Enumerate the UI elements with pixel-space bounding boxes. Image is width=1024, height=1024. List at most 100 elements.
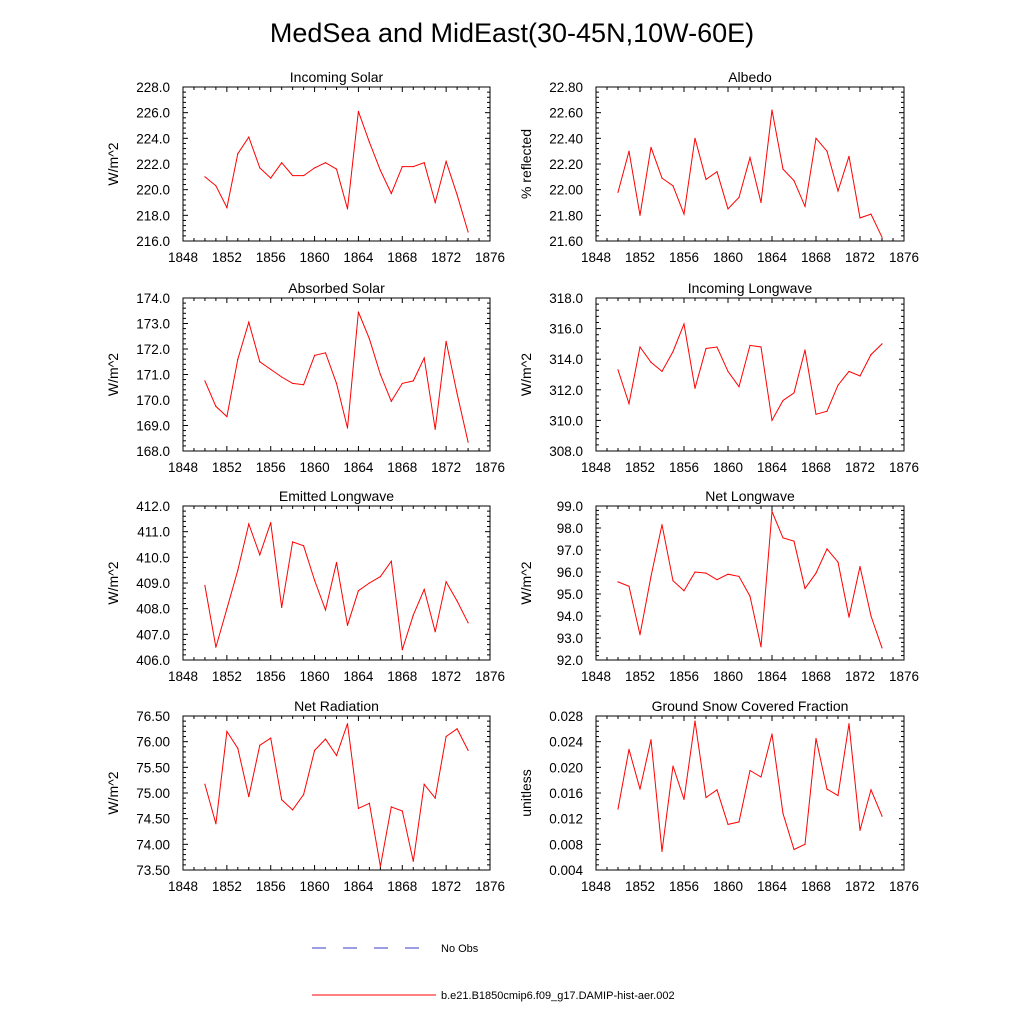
y-tick-label: 407.0 [136,627,170,642]
y-axis-label: W/m^2 [518,353,534,396]
x-tick-label: 1848 [168,250,198,265]
legend: No Obs b.e21.B1850cmip6.f09_g17.DAMIP-his… [312,943,675,1002]
data-point [368,582,370,584]
data-point [661,850,663,852]
data-point [335,382,338,385]
data-point [870,789,872,791]
data-point [639,788,641,790]
y-tick-label: 173.0 [136,317,170,332]
data-point [324,352,327,354]
data-point [782,537,784,539]
data-point [259,167,261,169]
x-tick-label: 1876 [889,250,919,265]
y-axis-label: unitless [518,769,534,816]
y-tick-label: 0.004 [549,863,583,878]
y-tick-label: 22.00 [549,183,583,198]
data-point [639,634,641,636]
plot-frame [595,297,905,452]
data-point [467,749,469,751]
data-point [694,571,696,573]
data-point [215,646,217,648]
y-tick-label: 318.0 [549,291,583,306]
chart-panel: Emitted Longwave 1848 1852 1856 1860 1864 1868… [105,488,505,684]
chart-panel: Incoming Longwave 1848 1852 1856 1860 1864 186… [518,280,919,475]
data-point [423,588,425,591]
data-point [303,174,305,177]
data-point [815,137,817,139]
data-point [837,190,839,192]
data-point [749,344,751,347]
y-tick-label: 75.00 [136,786,170,801]
data-point [281,799,283,801]
data-point [683,798,685,801]
x-tick-label: 1868 [801,669,831,684]
y-tick-label: 92.0 [557,653,583,668]
data-point [771,733,773,735]
plot-frame [595,715,905,871]
data-point [281,606,283,608]
plot-frame [182,715,491,871]
x-tick-label: 1876 [889,879,919,894]
panel-title: Incoming Longwave [688,280,813,296]
x-tick-label: 1876 [475,460,505,475]
panel-title: Absorbed Solar [288,280,385,296]
x-tick-label: 1852 [625,460,655,475]
data-point [870,213,872,215]
data-point [248,523,250,525]
data-point [683,213,685,215]
data-point [456,194,458,196]
y-axis-label: W/m^2 [518,561,534,604]
data-point [716,579,718,581]
data-point [467,441,469,443]
data-point [705,572,707,574]
data-point [445,340,447,342]
x-tick-label: 1868 [801,250,831,265]
data-point [859,565,861,568]
data-point [313,167,316,169]
data-point [292,809,294,811]
data-point [379,575,381,578]
data-point [248,795,250,798]
chart-panel: Absorbed Solar 1848 1852 1856 1860 1864 1868 18… [105,280,505,475]
data-point [379,373,381,376]
data-point [215,823,217,825]
data-point [292,382,294,385]
x-tick-label: 1872 [845,669,875,684]
data-point [628,402,630,405]
x-tick-label: 1864 [343,879,374,894]
x-tick-label: 1864 [343,250,374,265]
data-point [346,427,349,429]
series-line [617,322,883,422]
data-point [204,176,206,178]
y-tick-label: 21.60 [549,234,583,249]
data-point [837,561,839,563]
series-line [617,110,883,238]
y-tick-label: 99.0 [557,499,583,514]
chart-panel: Net Radiation 1848 1852 1856 1860 1864 1868 187… [105,698,505,894]
data-point [826,150,828,152]
data-point [226,415,228,418]
data-point [727,370,729,373]
data-point [445,735,447,738]
data-point [749,595,751,597]
data-point [401,649,403,651]
data-point [434,201,436,204]
chart-panel: Incoming Solar 1848 1852 1856 1860 1864 1868 18… [105,69,505,265]
data-point [793,540,795,542]
y-tick-label: 22.20 [549,157,583,172]
data-point [456,728,458,730]
data-point [738,386,740,388]
data-point [379,865,381,868]
data-point [248,321,250,323]
data-point [292,174,294,177]
y-tick-label: 0.016 [549,786,583,801]
data-point [815,413,817,415]
series-line [204,723,469,867]
data-point [826,410,828,412]
y-tick-label: 97.0 [557,543,583,558]
x-tick-label: 1864 [757,669,788,684]
data-point [281,162,283,164]
data-point [467,622,469,624]
x-tick-label: 1876 [889,669,919,684]
panel-title: Incoming Solar [290,69,384,85]
